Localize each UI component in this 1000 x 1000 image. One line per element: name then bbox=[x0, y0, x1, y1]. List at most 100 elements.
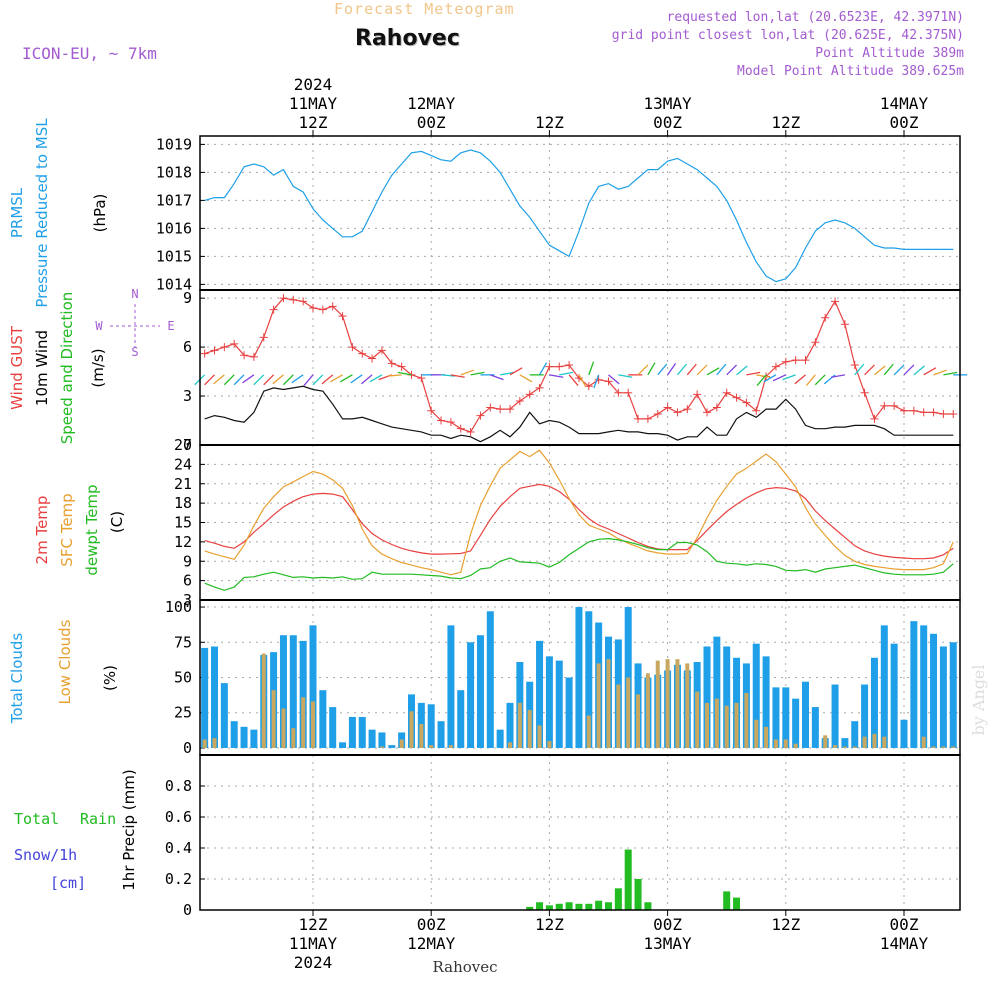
wind-direction-arrow bbox=[794, 374, 806, 385]
low-clouds-bar bbox=[586, 715, 591, 748]
wind-direction-arrow bbox=[500, 371, 515, 376]
y-tick-label: 24 bbox=[174, 455, 192, 473]
low-clouds-label: Low Clouds bbox=[56, 619, 74, 704]
wind-direction-arrow bbox=[933, 369, 947, 376]
panel-frame-wind bbox=[199, 289, 961, 446]
total-clouds-bar bbox=[772, 687, 780, 748]
rain-bar bbox=[605, 902, 612, 910]
y-tick-label: 1019 bbox=[156, 135, 192, 153]
y-tick-label: 6 bbox=[183, 572, 192, 590]
time-axis-label-bottom: 2024 bbox=[294, 953, 333, 972]
low-clouds-bar bbox=[734, 702, 739, 748]
low-clouds-bar bbox=[921, 736, 926, 748]
time-axis-label-bottom: 00Z bbox=[653, 915, 682, 934]
total-clouds-bar bbox=[289, 635, 297, 748]
time-axis-label-top: 13MAY bbox=[644, 94, 693, 113]
total-clouds-bar bbox=[339, 742, 347, 748]
total-clouds-bar bbox=[782, 687, 790, 748]
wind-direction-arrow bbox=[686, 363, 697, 376]
total-clouds-bar bbox=[792, 698, 800, 748]
wind-gust-marker bbox=[299, 297, 308, 306]
wind-gust-marker bbox=[387, 359, 396, 368]
low-clouds-bar bbox=[311, 701, 315, 748]
total-clouds-bar bbox=[378, 732, 386, 748]
total-clouds-bar bbox=[348, 716, 356, 748]
y-tick-label: 15 bbox=[174, 514, 192, 532]
wind-direction-arrow bbox=[330, 374, 343, 383]
low-clouds-bar bbox=[833, 745, 838, 748]
wind-direction-arrow bbox=[736, 365, 748, 376]
wind-direction-arrow bbox=[903, 364, 915, 376]
time-axis-label-top: 00Z bbox=[890, 113, 919, 132]
low-clouds-bar bbox=[773, 739, 778, 748]
low-clouds-bar bbox=[301, 697, 306, 748]
wind-direction-arrow bbox=[637, 364, 649, 376]
rain-bar bbox=[555, 903, 563, 910]
clouds-unit-label: (%) bbox=[101, 665, 119, 691]
y-tick-label: 12 bbox=[174, 533, 192, 551]
wind-gust-marker bbox=[801, 356, 810, 365]
rain-bar bbox=[595, 900, 603, 910]
wind-direction-arrow bbox=[726, 364, 738, 376]
total-clouds-bar bbox=[368, 729, 376, 748]
wind-gust-marker bbox=[840, 320, 849, 329]
low-clouds-bar bbox=[872, 733, 877, 748]
y-tick-label: 21 bbox=[174, 475, 192, 493]
total-clouds-bar bbox=[457, 690, 465, 748]
wind-gust-marker bbox=[348, 343, 357, 352]
low-clouds-bar bbox=[783, 739, 788, 748]
wind-gust-marker bbox=[870, 414, 879, 423]
wind-gust-marker bbox=[683, 405, 692, 414]
rain-bar bbox=[624, 849, 632, 910]
wind-gust-marker bbox=[358, 349, 367, 358]
sfc-temp-label: SFC Temp bbox=[58, 493, 76, 566]
time-axis-label-top: 2024 bbox=[294, 75, 333, 94]
wind-direction-arrow bbox=[568, 374, 579, 386]
wind-direction-arrow bbox=[321, 374, 334, 385]
y-tick-label: 18 bbox=[174, 494, 192, 512]
compass-cross bbox=[110, 304, 160, 348]
y-tick-label: 0.8 bbox=[165, 777, 192, 795]
low-clouds-bar bbox=[281, 708, 286, 748]
wind-direction-arrow bbox=[746, 371, 761, 376]
wind-gust-marker bbox=[269, 305, 278, 314]
time-axis-label-top: 12Z bbox=[535, 113, 564, 132]
panel-frame-precipitation bbox=[199, 754, 961, 911]
low-clouds-bar bbox=[271, 690, 276, 748]
wind-direction-arrow bbox=[460, 369, 475, 376]
wind-direction-arrow bbox=[647, 362, 656, 376]
time-axis-label-bottom: 12Z bbox=[771, 915, 800, 934]
total-clouds-bar bbox=[220, 683, 228, 748]
time-axis-label-bottom: 13MAY bbox=[644, 934, 693, 953]
wind-gust-marker bbox=[446, 418, 455, 427]
low-clouds-bar bbox=[606, 659, 611, 748]
wind-gust-marker bbox=[634, 414, 643, 423]
total-clouds-bar bbox=[930, 633, 938, 748]
low-clouds-bar bbox=[823, 735, 828, 748]
wind-direction-arrow bbox=[303, 374, 314, 386]
compass-west-label: W bbox=[95, 319, 103, 333]
total-clouds-bar bbox=[851, 721, 859, 748]
wind-direction-arrow bbox=[772, 374, 787, 382]
total-clouds-bar bbox=[939, 646, 947, 748]
wind-direction-arrow bbox=[490, 374, 504, 381]
total-clouds-bar bbox=[920, 625, 928, 748]
total-clouds-bar bbox=[299, 640, 307, 748]
pressure-label-prmsl: PRMSL bbox=[8, 187, 26, 238]
compass-south-label: S bbox=[131, 345, 138, 359]
low-clouds-bar bbox=[793, 743, 798, 748]
y-tick-label: 0.4 bbox=[165, 839, 192, 857]
wind-gust-marker bbox=[624, 388, 633, 397]
watermark: by Angel bbox=[969, 664, 988, 735]
low-clouds-bar bbox=[517, 702, 522, 748]
wind-gust-marker bbox=[732, 393, 741, 402]
total-clouds-bar bbox=[752, 643, 760, 748]
low-clouds-bar bbox=[429, 745, 434, 748]
total-clouds-bar bbox=[467, 642, 475, 748]
low-clouds-bar bbox=[685, 663, 690, 748]
wind-gust-marker bbox=[831, 297, 840, 306]
wind-direction-arrow bbox=[716, 363, 727, 376]
wind-gust-marker bbox=[653, 410, 662, 418]
wind-gust-marker bbox=[781, 357, 790, 366]
